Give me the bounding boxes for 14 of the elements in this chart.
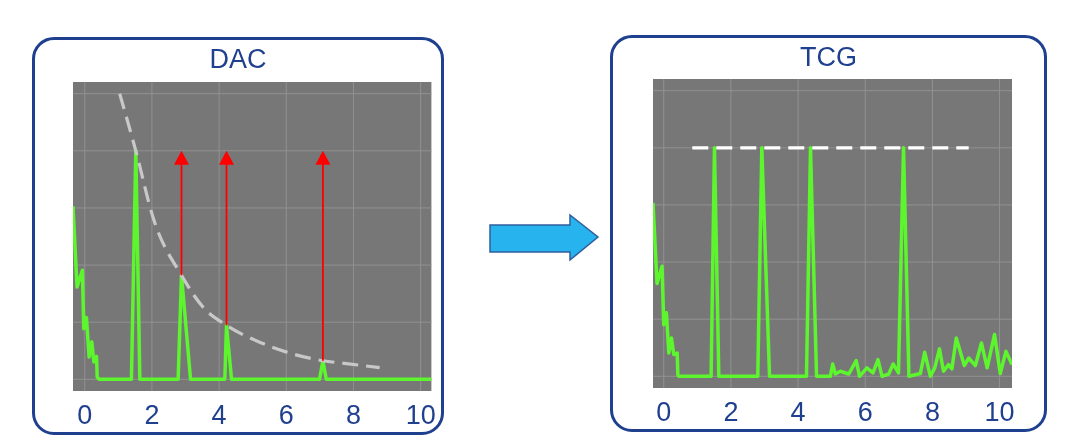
x-tick-label: 6 [857,397,873,428]
x-tick-label: 4 [790,397,806,428]
chart-title: DAC [208,44,268,74]
x-tick-label: 0 [655,397,671,428]
x-tick-label: 0 [77,399,93,430]
chart-title: TCG [799,42,858,72]
x-tick-label: 2 [144,399,160,430]
x-tick-label: 6 [279,399,295,430]
x-tick-label: 10 [405,399,436,430]
x-tick-label: 2 [723,397,739,428]
x-tick-label: 8 [924,397,940,428]
x-tick-label: 8 [346,399,362,430]
x-tick-label: 10 [984,397,1015,428]
x-tick-label: 4 [211,399,227,430]
